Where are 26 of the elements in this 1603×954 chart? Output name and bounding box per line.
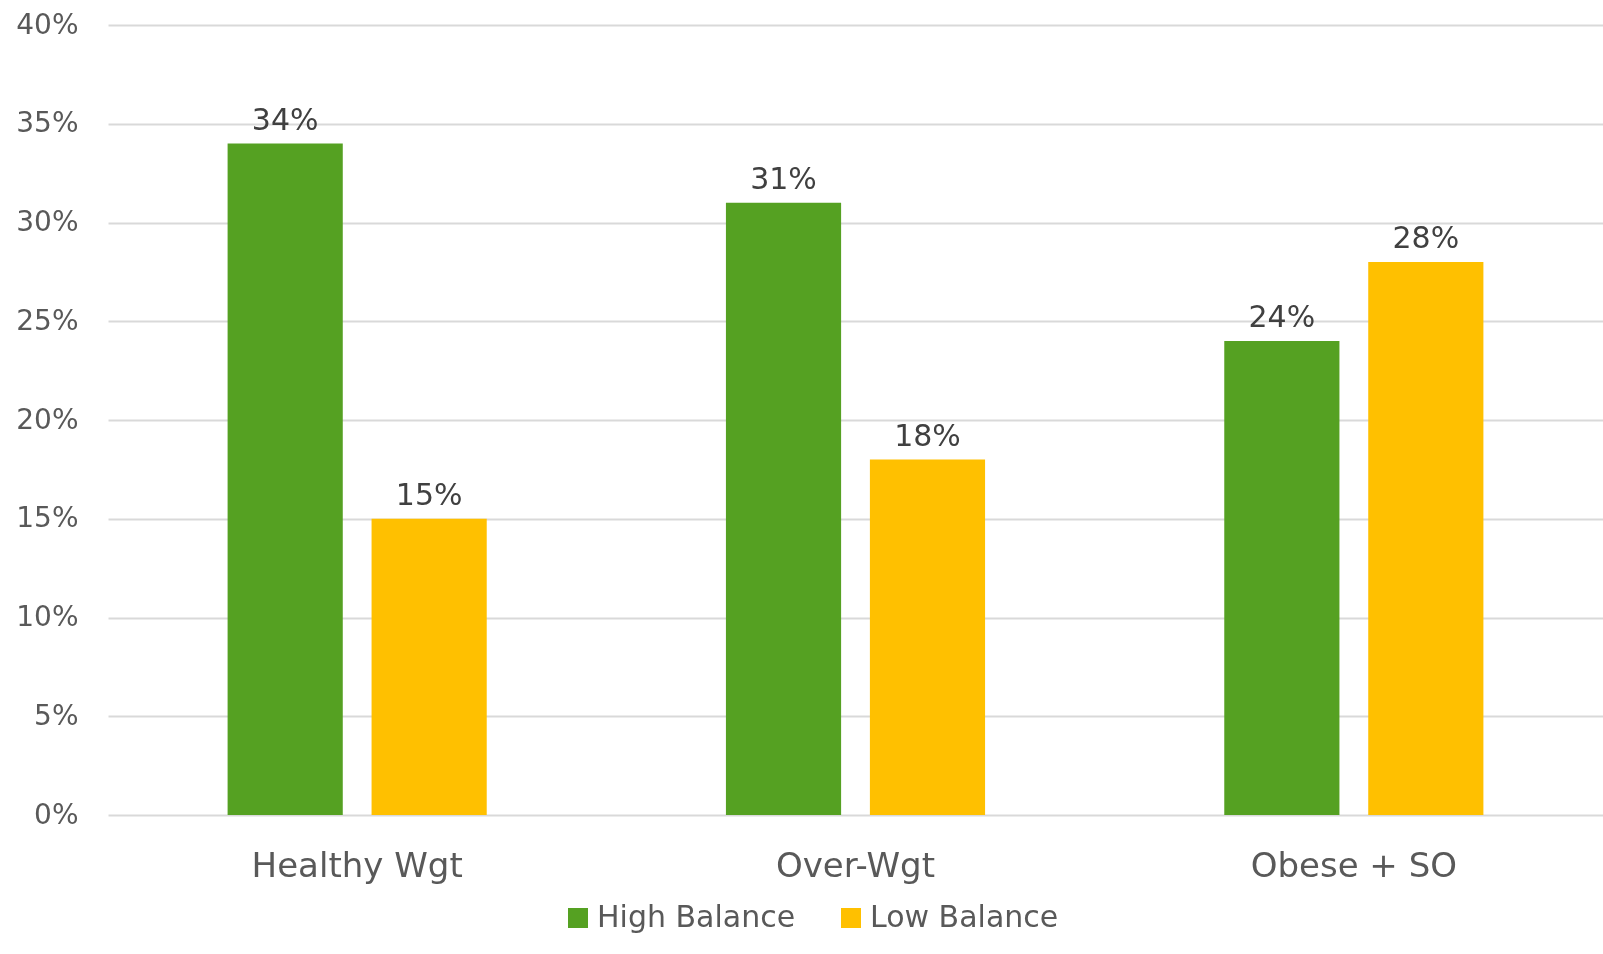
- x-tick-label: Healthy Wgt: [251, 844, 463, 885]
- y-tick-label: 15%: [16, 501, 79, 535]
- y-tick-label: 20%: [16, 402, 79, 436]
- x-tick-label: Obese + SO: [1250, 844, 1458, 885]
- legend-label: Low Balance: [870, 899, 1059, 934]
- data-label: 31%: [750, 160, 817, 196]
- y-tick-label: 40%: [16, 7, 79, 41]
- bar: [227, 143, 343, 815]
- data-label: 34%: [251, 101, 319, 137]
- y-tick-label: 25%: [16, 303, 79, 337]
- y-tick-label: 35%: [16, 106, 79, 140]
- data-label: 24%: [1248, 299, 1316, 334]
- data-label: 18%: [894, 417, 961, 453]
- data-label: 15%: [395, 476, 463, 512]
- y-tick-label: 30%: [16, 205, 79, 238]
- legend-label: High Balance: [597, 899, 796, 934]
- y-tick-label: 0%: [34, 797, 79, 831]
- bar: [371, 518, 487, 815]
- y-tick-label: 5%: [34, 698, 79, 732]
- bar: [869, 459, 986, 815]
- bar: [725, 202, 842, 815]
- y-tick-label: 10%: [16, 600, 79, 633]
- data-label: 28%: [1392, 220, 1460, 255]
- bar: [1224, 341, 1340, 815]
- x-tick-label: Over-Wgt: [775, 844, 936, 885]
- bar: [1368, 262, 1484, 815]
